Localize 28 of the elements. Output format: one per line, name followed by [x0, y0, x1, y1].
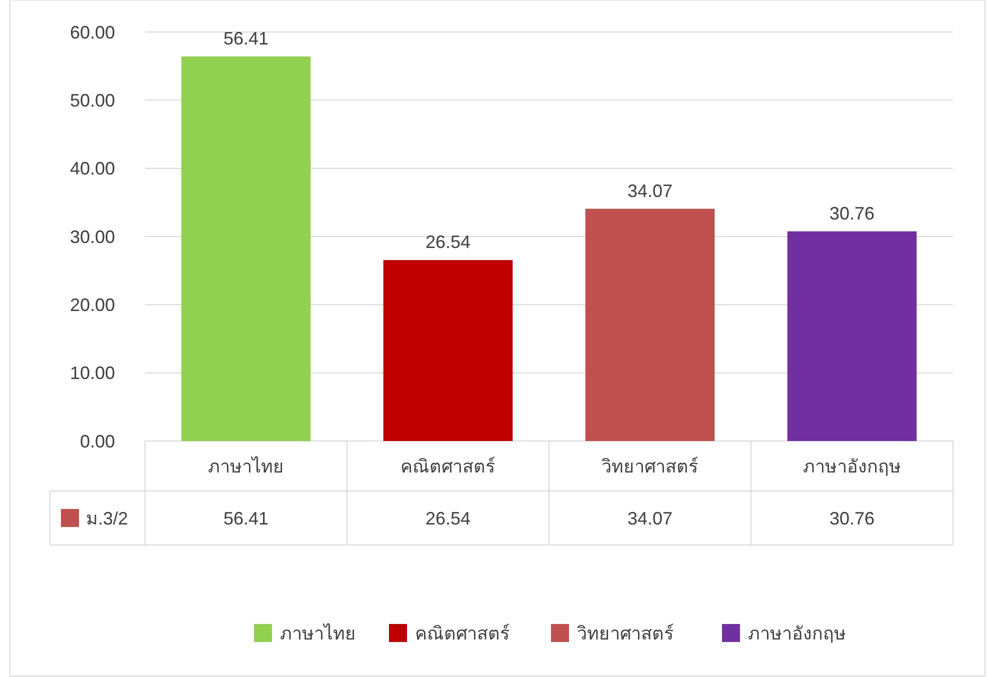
data-label: 34.07	[627, 180, 673, 201]
text: 56.41	[223, 508, 269, 528]
category-label: วิทยาศาสตร์	[577, 623, 674, 644]
data-label: 56.41	[223, 28, 269, 48]
x-tick-label: คณิตศาสตร์	[400, 456, 496, 476]
data-label: 30.76	[829, 203, 875, 224]
y-tick-label: 60.00	[70, 22, 115, 42]
y-tick-label: 0.00	[80, 431, 115, 452]
y-tick-label: 10.00	[70, 363, 115, 384]
bar	[181, 56, 311, 441]
category-label: คณิตศาสตร์	[415, 623, 510, 644]
x-tick-label: วิทยาศาสตร์	[602, 456, 698, 476]
bar	[383, 260, 513, 441]
y-tick-label: 40.00	[70, 158, 115, 179]
x-tick-label: ภาษาอังกฤษ	[803, 456, 901, 476]
text: 30.76	[829, 508, 875, 528]
text: 34.07	[627, 508, 673, 528]
y-tick-label: 20.00	[70, 294, 115, 315]
legend-label: ม.3/2	[86, 508, 128, 528]
bar	[585, 208, 715, 441]
data-label: 26.54	[425, 232, 471, 252]
x-tick-label: ภาษาไทย	[208, 455, 284, 476]
text: 26.54	[425, 508, 471, 528]
category-label: ภาษาไทย	[280, 623, 356, 644]
bar	[787, 231, 917, 441]
y-tick-label: 50.00	[70, 90, 115, 110]
y-tick-label: 30.00	[70, 226, 115, 247]
category-label: ภาษาอังกฤษ	[748, 623, 846, 644]
